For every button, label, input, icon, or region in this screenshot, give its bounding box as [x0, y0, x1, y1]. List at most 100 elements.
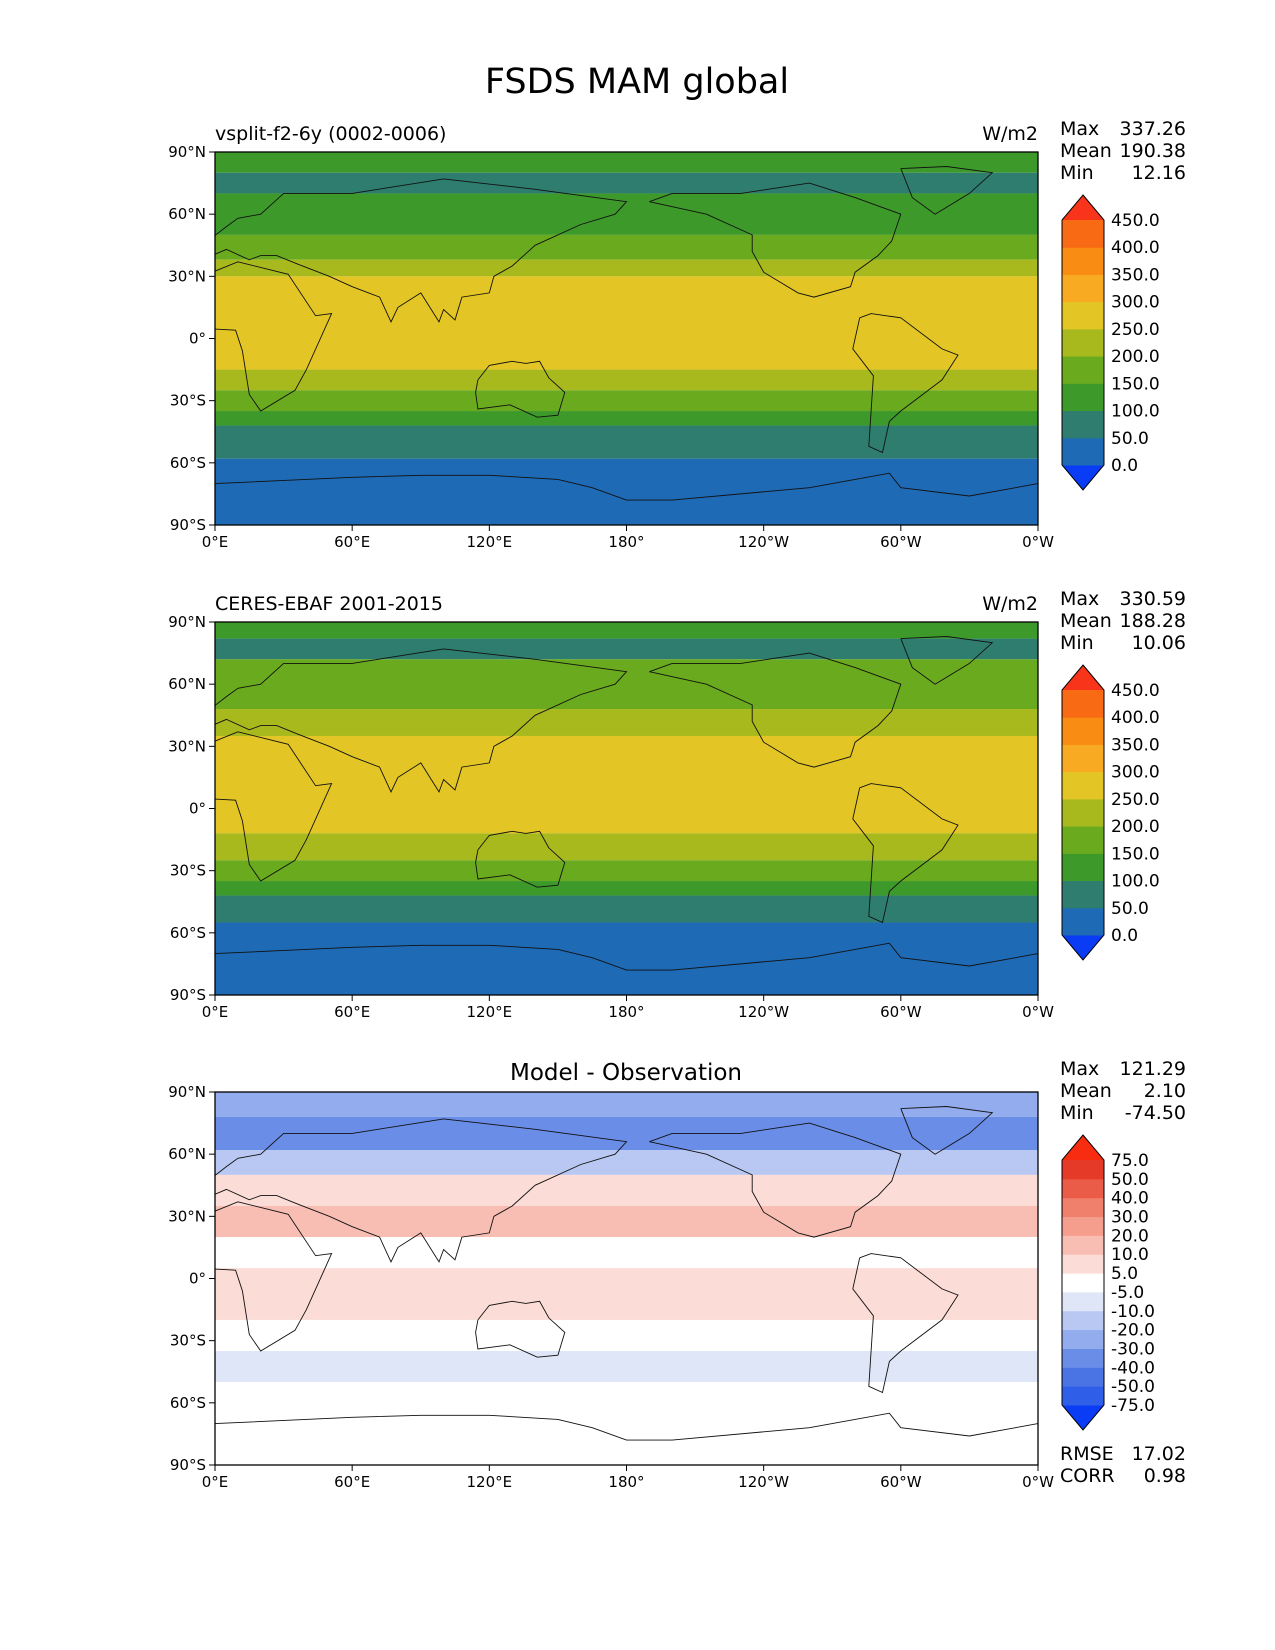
colorbar-extend-min [1062, 935, 1104, 960]
stat-value-mean: 188.28 [1120, 610, 1186, 632]
colorbar-label: 0.0 [1111, 456, 1138, 476]
coastline [649, 1122, 902, 1238]
colorbar-segment [1062, 771, 1104, 800]
stat-label-max: Max [1060, 1058, 1099, 1080]
y-tick-label: 60°N [168, 675, 206, 693]
y-tick-label: 0° [189, 1270, 206, 1288]
colorbar-segment [1062, 1197, 1104, 1218]
y-tick-label: 90°S [170, 1456, 206, 1474]
x-tick-label: 120°W [738, 533, 789, 551]
colorbar: 0.0 50.0 100.0 150.0 200.0 250.0 300.0 350.0 400… [1061, 664, 1160, 961]
coastline [215, 1201, 333, 1352]
stat-label-max: Max [1060, 588, 1099, 610]
field-band [215, 1150, 1038, 1175]
x-tick-label: 0°E [202, 1003, 229, 1021]
colorbar-segment [1062, 853, 1104, 882]
coastline [852, 783, 959, 924]
coastline [649, 652, 902, 768]
y-tick-label: 30°N [168, 737, 206, 755]
field-band [215, 411, 1038, 426]
coastline [475, 830, 566, 888]
x-tick-label: 180° [608, 1003, 644, 1021]
coastline [475, 1300, 566, 1358]
colorbar-segment [1062, 690, 1104, 718]
colorbar-segment [1062, 1310, 1104, 1331]
colorbar-label: 400.0 [1111, 708, 1160, 728]
x-tick-label: 180° [608, 533, 644, 551]
colorbar-segment [1062, 1254, 1104, 1274]
panel-difference: Model - Observation Max Mean Min 121.29 … [168, 1058, 1186, 1491]
colorbar-label: 250.0 [1111, 320, 1160, 340]
stat-label-mean: Mean [1060, 610, 1112, 632]
coastline [215, 648, 628, 793]
field-band [215, 1174, 1038, 1206]
coastline [852, 313, 959, 454]
colorbar-segment [1062, 437, 1104, 466]
colorbar-label: 75.0 [1111, 1151, 1149, 1171]
colorbar-outline [1061, 194, 1105, 491]
field-band [215, 276, 1038, 370]
colorbar-extend-min [1062, 1405, 1104, 1430]
x-tick-label: 60°W [880, 1003, 922, 1021]
colorbar-label: 0.0 [1111, 926, 1138, 946]
x-tick-label: 0°E [202, 533, 229, 551]
colorbar-label: 50.0 [1111, 429, 1149, 449]
coastline [900, 166, 994, 215]
colorbar-segment [1062, 907, 1104, 936]
colorbar-label: -30.0 [1111, 1339, 1155, 1359]
colorbar-segment [1062, 301, 1104, 330]
stat-label-corr: CORR [1060, 1465, 1115, 1487]
colorbar-segment [1062, 356, 1104, 384]
colorbar-label: 100.0 [1111, 872, 1160, 892]
x-tick-label: 60°E [334, 1473, 370, 1491]
y-tick-label: 60°S [170, 454, 206, 472]
stat-value-max: 121.29 [1120, 1058, 1186, 1080]
panel-title: Model - Observation [510, 1060, 742, 1086]
coastline [900, 1106, 994, 1155]
field-band [215, 895, 1038, 923]
colorbar-label: 50.0 [1111, 1170, 1149, 1190]
colorbar-segment [1062, 1329, 1104, 1349]
field-band [215, 1351, 1038, 1383]
stat-label-rmse: RMSE [1060, 1443, 1114, 1465]
colorbar-segment [1062, 1235, 1104, 1255]
stat-label-min: Min [1060, 632, 1094, 654]
y-tick-label: 0° [189, 330, 206, 348]
x-tick-label: 180° [608, 1473, 644, 1491]
x-tick-label: 60°W [880, 1473, 922, 1491]
colorbar-label: 200.0 [1111, 347, 1160, 367]
colorbar-segment [1062, 798, 1104, 827]
field-band [215, 1205, 1038, 1238]
field-band [215, 709, 1038, 736]
field-band [215, 390, 1038, 412]
y-tick-label: 90°S [170, 516, 206, 534]
colorbar-label: 10.0 [1111, 1245, 1149, 1265]
y-tick-label: 90°N [168, 1083, 206, 1101]
colorbar-label: 150.0 [1111, 374, 1160, 394]
stat-value-max: 337.26 [1120, 118, 1186, 140]
y-tick-label: 0° [189, 800, 206, 818]
colorbar-segment [1062, 744, 1104, 773]
colorbar-label: 30.0 [1111, 1208, 1149, 1228]
field-band [215, 922, 1038, 995]
colorbar-label: 100.0 [1111, 402, 1160, 422]
stat-value-min: 12.16 [1132, 162, 1186, 184]
y-tick-label: 60°N [168, 1145, 206, 1163]
colorbar-segment [1062, 1216, 1104, 1236]
coastline [649, 182, 902, 298]
stat-value-mean: 190.38 [1120, 140, 1186, 162]
y-tick-label: 30°S [170, 392, 206, 410]
stat-value-rmse: 17.02 [1132, 1443, 1186, 1465]
y-tick-label: 30°S [170, 862, 206, 880]
panel-units: W/m2 [982, 123, 1038, 145]
stat-label-min: Min [1060, 1102, 1094, 1124]
colorbar-extend-max [1062, 195, 1104, 220]
stat-value-min: 10.06 [1132, 632, 1186, 654]
field-band [215, 234, 1038, 260]
y-tick-label: 60°S [170, 924, 206, 942]
panel-title: CERES-EBAF 2001-2015 [215, 593, 443, 615]
x-tick-label: 60°E [334, 1003, 370, 1021]
stat-labels: Max Mean Min 337.26 190.38 12.16 [1060, 118, 1186, 184]
field-band [215, 172, 1038, 194]
colorbar-label: 400.0 [1111, 238, 1160, 258]
